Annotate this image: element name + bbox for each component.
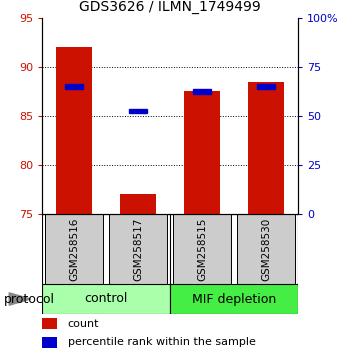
- Bar: [249, 82, 284, 214]
- Bar: [42, 284, 170, 314]
- Bar: [65, 84, 83, 89]
- Bar: [129, 109, 147, 113]
- Text: GSM258530: GSM258530: [261, 217, 271, 281]
- Text: GSM258516: GSM258516: [69, 217, 79, 281]
- Text: MIF depletion: MIF depletion: [192, 292, 276, 306]
- Text: count: count: [68, 319, 99, 329]
- Text: protocol: protocol: [3, 292, 54, 306]
- Bar: [45, 214, 103, 284]
- Bar: [184, 91, 220, 214]
- Bar: [56, 47, 91, 214]
- Bar: [173, 214, 232, 284]
- Bar: [257, 84, 275, 89]
- Text: GSM258515: GSM258515: [197, 217, 207, 281]
- Text: control: control: [84, 292, 128, 306]
- Bar: [42, 318, 57, 329]
- Polygon shape: [9, 293, 31, 305]
- Text: percentile rank within the sample: percentile rank within the sample: [68, 337, 255, 347]
- Bar: [170, 284, 298, 314]
- Bar: [42, 337, 57, 348]
- Bar: [120, 194, 156, 214]
- Title: GDS3626 / ILMN_1749499: GDS3626 / ILMN_1749499: [79, 0, 261, 14]
- Bar: [108, 214, 167, 284]
- Bar: [237, 214, 295, 284]
- Text: GSM258517: GSM258517: [133, 217, 143, 281]
- Bar: [193, 89, 211, 94]
